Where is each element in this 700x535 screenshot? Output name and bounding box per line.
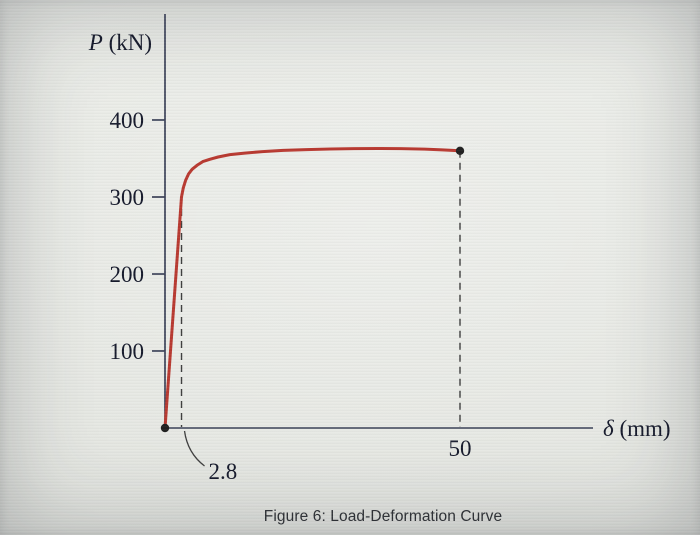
y-axis-label: P (kN) bbox=[88, 30, 152, 55]
load-deformation-curve bbox=[163, 147, 462, 430]
y-tick-label: 100 bbox=[110, 339, 145, 364]
data-point-marker bbox=[455, 146, 465, 155]
figure-caption: Figure 6: Load-Deformation Curve bbox=[263, 508, 503, 525]
x-tick-label: 50 bbox=[449, 436, 472, 461]
y-tick-label: 300 bbox=[110, 185, 145, 210]
y-tick-label: 200 bbox=[110, 262, 145, 287]
x-axis-label: δ (mm) bbox=[603, 416, 671, 441]
annotation-leader bbox=[183, 430, 205, 467]
x-annotation-label: 2.8 bbox=[209, 459, 238, 484]
data-point-marker bbox=[160, 423, 170, 433]
y-tick-label: 400 bbox=[110, 108, 145, 133]
